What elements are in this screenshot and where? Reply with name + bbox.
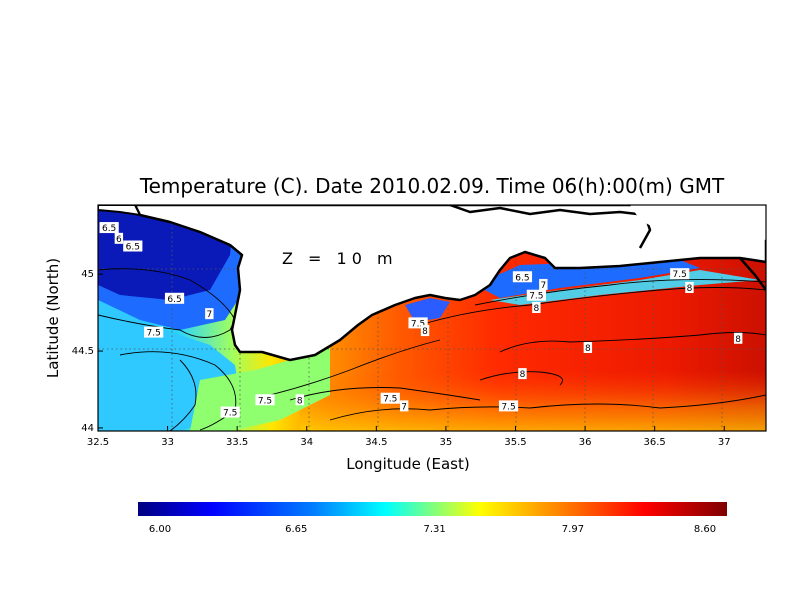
svg-text:7.5: 7.5 — [147, 329, 161, 339]
contour-label: 7.5 — [220, 406, 240, 419]
svg-text:8: 8 — [585, 344, 591, 354]
y-tick-label: 45 — [81, 269, 94, 280]
kerch-cold-pocket — [405, 298, 450, 322]
contour-label: 8 — [420, 325, 430, 337]
x-axis-label: Longitude (East) — [346, 455, 469, 473]
contour-label: 6.5 — [99, 222, 119, 234]
svg-text:8: 8 — [687, 284, 693, 294]
contour-label: 7.5 — [670, 268, 690, 280]
colorbar-tick-label: 6.00 — [149, 524, 171, 535]
contour-label: 7.5 — [255, 394, 275, 406]
x-tick-label: 36.5 — [644, 437, 666, 448]
svg-text:7: 7 — [540, 281, 546, 291]
svg-text:7.5: 7.5 — [258, 396, 272, 406]
y-axis-label: Latitude (North) — [44, 258, 62, 378]
contour-label: 8 — [295, 394, 304, 406]
svg-text:6.5: 6.5 — [102, 224, 116, 234]
contour-label: 8 — [583, 341, 593, 354]
colorbar — [138, 502, 727, 516]
southern-coast-gap — [98, 205, 142, 217]
x-tick-label: 37 — [718, 437, 731, 448]
svg-text:7.5: 7.5 — [411, 319, 425, 329]
y-tick-label: 44.5 — [72, 346, 94, 357]
contour-label: 7 — [205, 308, 214, 320]
contour-label: 7.5 — [380, 392, 400, 405]
contour-label: 6.5 — [123, 240, 143, 253]
sea-of-azov-fragment — [630, 205, 766, 240]
contour-label: 8 — [532, 302, 541, 314]
eastern-cool-strip — [490, 270, 760, 305]
svg-text:7.5: 7.5 — [383, 395, 397, 405]
svg-text:6.5: 6.5 — [167, 295, 181, 305]
contour-label: 6 — [114, 232, 124, 245]
depth-label: Z = 10 m — [282, 249, 398, 268]
colorbar-tick-label: 7.31 — [423, 524, 445, 535]
eastern-cold-strip — [475, 260, 700, 298]
svg-text:8: 8 — [534, 304, 540, 314]
plot-frame — [97, 204, 767, 432]
x-tick-label: 34.5 — [365, 437, 387, 448]
svg-text:6.5: 6.5 — [126, 243, 140, 253]
svg-text:6.5: 6.5 — [515, 273, 529, 283]
x-tick-label: 36 — [579, 437, 592, 448]
chart-title: Temperature (C). Date 2010.02.09. Time 0… — [139, 174, 725, 198]
svg-text:7.5: 7.5 — [501, 402, 515, 412]
svg-text:8: 8 — [520, 370, 526, 380]
contour-label: 8 — [685, 282, 694, 294]
x-tick-label: 34 — [300, 437, 313, 448]
southern-warm-band — [300, 370, 766, 431]
contour-label: 7 — [399, 400, 409, 412]
svg-text:7.5: 7.5 — [673, 270, 687, 280]
colorbar-tick-label: 7.97 — [562, 524, 584, 535]
colorbar-ticks: 6.00 6.65 7.31 7.97 8.60 — [149, 524, 716, 535]
contour-label: 7 — [539, 278, 548, 291]
x-tick-label: 35.5 — [504, 437, 526, 448]
crimea-landmass — [133, 205, 766, 362]
contour-label-layer: 6.566.56.577.57.57.5 8 7.577.586.577.587.5… — [99, 222, 743, 419]
x-tick-label: 33.5 — [226, 437, 248, 448]
svg-text:6: 6 — [116, 235, 122, 245]
svg-text:7: 7 — [401, 402, 407, 412]
contour-label: 7.5 — [498, 400, 519, 412]
x-tick-label: 35 — [440, 437, 453, 448]
x-tick-label: 33 — [161, 437, 174, 448]
colorbar-tick-label: 8.60 — [694, 524, 716, 535]
svg-text:7.5: 7.5 — [529, 292, 543, 302]
x-axis-ticks: 32.5 33 33.5 34 34.5 35 35.5 36 36.5 37 — [87, 426, 731, 448]
y-axis-ticks: 44 44.5 45 — [72, 269, 103, 434]
svg-text:8: 8 — [422, 327, 428, 337]
plot-area: 6.566.56.577.57.57.5 8 7.577.586.577.587.5… — [98, 205, 766, 431]
contour-label: 8 — [733, 332, 743, 345]
colorbar-tick-label: 6.65 — [285, 524, 307, 535]
svg-text:7.5: 7.5 — [223, 409, 237, 419]
svg-text:7: 7 — [206, 310, 212, 320]
y-tick-label: 44 — [81, 423, 94, 434]
contour-label: 7.5 — [144, 326, 164, 339]
contour-label: 7.5 — [408, 317, 428, 329]
contour-label: 6.5 — [512, 271, 533, 283]
contour-label: 8 — [518, 368, 527, 380]
caucasus-coast — [739, 257, 766, 291]
contour-label: 6.5 — [164, 292, 185, 305]
svg-text:8: 8 — [735, 335, 741, 345]
x-tick-label: 32.5 — [87, 437, 109, 448]
contour-label: 7.5 — [526, 289, 546, 302]
svg-text:8: 8 — [297, 396, 303, 406]
